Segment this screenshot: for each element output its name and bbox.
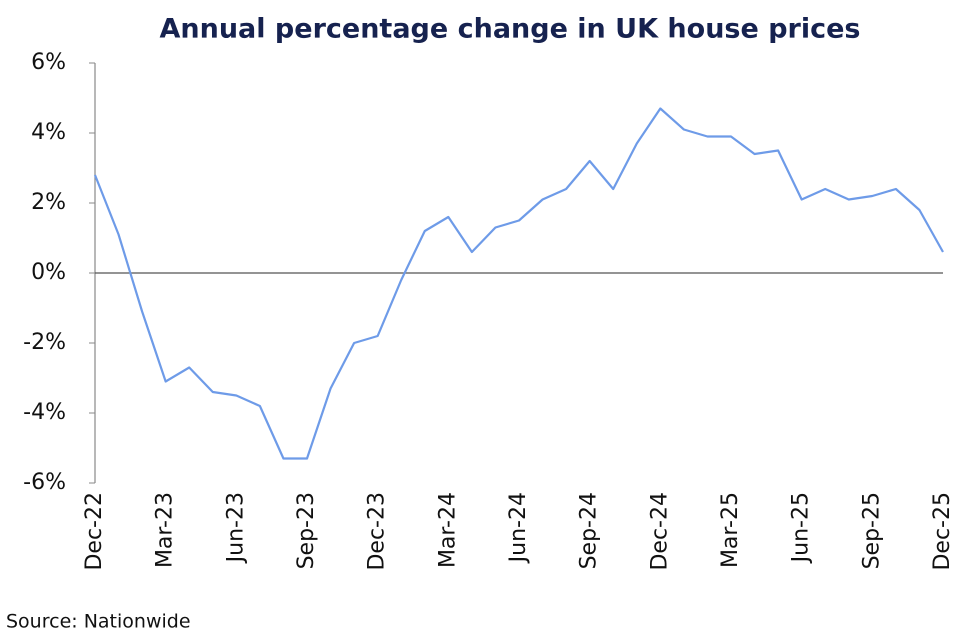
x-tick-label: Jun-24 <box>506 492 531 564</box>
chart-title: Annual percentage change in UK house pri… <box>160 14 861 45</box>
x-tick-label: Jun-25 <box>789 492 814 564</box>
x-tick-label: Sep-24 <box>577 492 602 569</box>
y-tick-label: -4% <box>23 400 66 425</box>
x-tick-label: Mar-23 <box>153 492 178 568</box>
x-tick-label: Mar-24 <box>435 492 460 568</box>
x-tick-label: Sep-25 <box>859 492 884 569</box>
source: Source: Nationwide <box>6 611 191 633</box>
y-tick-label: 0% <box>31 260 66 285</box>
x-tick-label: Dec-25 <box>930 492 955 571</box>
y-tick-label: -6% <box>23 470 66 495</box>
x-tick-label: Dec-23 <box>365 492 390 571</box>
x-tick-label: Mar-25 <box>718 492 743 568</box>
y-tick-label: 4% <box>31 120 66 145</box>
y-tick-label: 2% <box>31 190 66 215</box>
x-tick-label: Jun-23 <box>223 492 248 564</box>
line-series <box>93 107 944 460</box>
x-tick-label: Dec-22 <box>82 492 107 571</box>
y-tick-label: -2% <box>23 330 66 355</box>
x-tick-label: Dec-24 <box>647 492 672 571</box>
y-tick-label: 6% <box>31 50 66 75</box>
x-tick-label: Sep-23 <box>294 492 319 569</box>
